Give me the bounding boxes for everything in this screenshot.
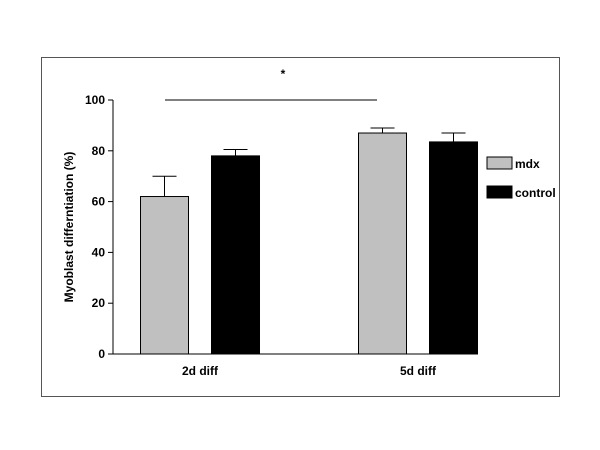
x-tick-label-2d-diff: 2d diff: [182, 364, 219, 378]
y-tick-label-80: 80: [92, 144, 106, 158]
y-tick-label-0: 0: [98, 347, 105, 361]
bar-mdx-2d-diff: [140, 196, 189, 355]
legend-label-mdx: mdx: [515, 157, 540, 171]
y-tick-label-100: 100: [85, 93, 105, 107]
legend-swatch-control: [486, 185, 513, 199]
y-axis-label: Myoblast differntiation (%): [62, 152, 76, 303]
y-tick-label-40: 40: [92, 245, 106, 259]
significance-star: *: [281, 67, 286, 81]
bar-control-5d-diff: [429, 141, 478, 355]
x-tick-label-5d-diff: 5d diff: [400, 364, 437, 378]
legend-label-control: control: [515, 186, 556, 200]
y-tick-label-20: 20: [92, 296, 106, 310]
bar-control-2d-diff: [211, 155, 260, 355]
legend-swatch-mdx: [486, 156, 513, 170]
bar-mdx-5d-diff: [358, 132, 407, 355]
y-tick-label-60: 60: [92, 195, 106, 209]
